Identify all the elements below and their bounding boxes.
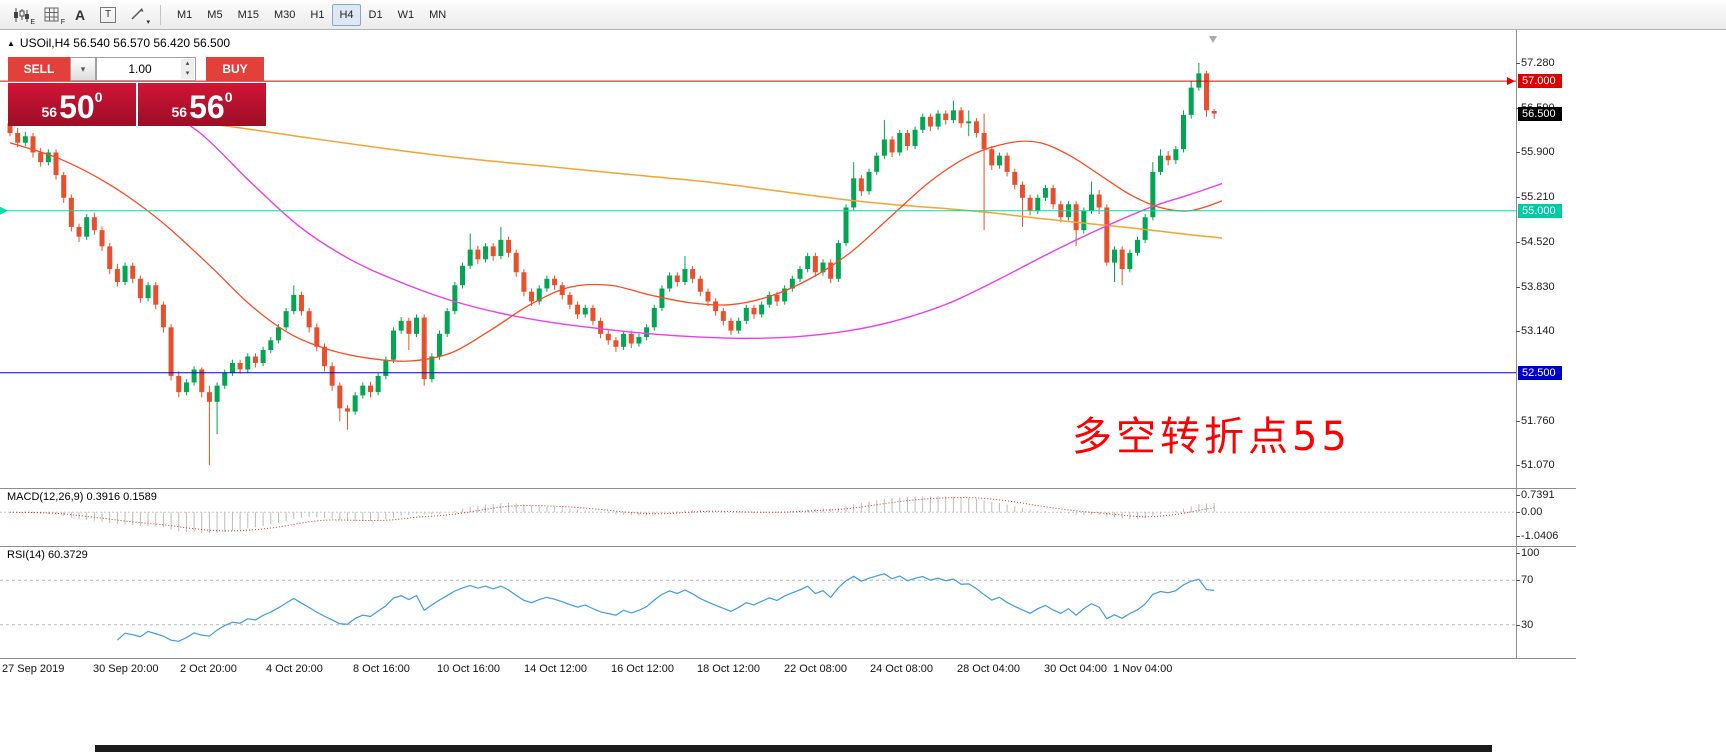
- macd-title: MACD(12,26,9): [7, 491, 84, 503]
- time-axis-label: 24 Oct 08:00: [870, 663, 933, 675]
- text-box-icon[interactable]: T: [94, 4, 122, 26]
- indicator-axis-label: 0.7391: [1521, 489, 1555, 502]
- time-axis-label: 4 Oct 20:00: [266, 663, 323, 675]
- toolbar-separator: [160, 4, 161, 25]
- volume-decrease-button[interactable]: ▾: [181, 69, 194, 79]
- time-axis-label: 27 Sep 2019: [2, 663, 65, 675]
- macd-values: 0.3916 0.1589: [86, 491, 157, 503]
- time-axis-label: 28 Oct 04:00: [957, 663, 1020, 675]
- order-row: SELL ▾ ▴ ▾ BUY: [8, 57, 266, 81]
- quote-row: 56 50 0 56 56 0: [8, 83, 266, 126]
- chart-type-icon[interactable]: E: [6, 4, 36, 26]
- rsi-value: 60.3729: [47, 549, 88, 561]
- time-axis-label: 18 Oct 12:00: [697, 663, 760, 675]
- price-axis-label: 53.830: [1521, 280, 1555, 293]
- grid-icon[interactable]: F: [38, 4, 66, 26]
- timeframe-button-m1[interactable]: M1: [177, 8, 193, 21]
- timeframe-button-w1[interactable]: W1: [397, 8, 415, 21]
- price-axis-label: 54.520: [1521, 235, 1555, 248]
- sell-price-pip: 0: [94, 89, 103, 105]
- time-axis-label: 1 Nov 04:00: [1113, 663, 1173, 675]
- buy-price-pip: 0: [224, 89, 233, 105]
- trendline-glyph: [131, 8, 144, 20]
- macd-label: MACD(12,26,9) 0.3916 0.1589: [7, 491, 157, 503]
- annotation-text: 多空转折点55: [1072, 414, 1351, 460]
- toolbar: E F A T ▾ M1 M5 M15 M30 H1 H4 D1 W1 MN: [0, 0, 1726, 30]
- indicator-axis-label: -1.0406: [1521, 530, 1559, 543]
- collapse-icon[interactable]: ▲: [7, 38, 15, 48]
- volume-input[interactable]: [97, 58, 195, 80]
- price-axis-label: 56.500: [1518, 106, 1562, 121]
- text-label-glyph: A: [74, 6, 86, 23]
- axis-border: [1516, 30, 1517, 658]
- price-axis-label: 52.500: [1518, 365, 1562, 380]
- timeframe-button-m30[interactable]: M30: [273, 8, 296, 21]
- text-label-icon[interactable]: A: [68, 4, 92, 26]
- sell-price-main: 50: [59, 89, 95, 126]
- horizontal-scrollbar[interactable]: [95, 745, 1492, 752]
- price-axis-label: 53.140: [1521, 325, 1555, 338]
- price-axis-label: 51.070: [1521, 459, 1555, 472]
- time-axis-label: 16 Oct 12:00: [611, 663, 674, 675]
- indicator-axis-label: 100: [1521, 547, 1540, 559]
- indicator-axis-label: 0.00: [1521, 506, 1543, 519]
- timeframe-button-d1[interactable]: D1: [368, 8, 383, 21]
- price-axis-label: 51.760: [1521, 414, 1555, 427]
- time-axis-label: 22 Oct 08:00: [784, 663, 847, 675]
- time-axis-label: 30 Oct 04:00: [1044, 663, 1107, 675]
- symbol-ohlc-text: USOil,H4 56.540 56.570 56.420 56.500: [19, 36, 231, 50]
- price-axis[interactable]: 57.28057.00056.59056.50055.90055.21055.0…: [1516, 0, 1726, 753]
- rsi-label: RSI(14) 60.3729: [7, 549, 88, 561]
- time-axis-label: 8 Oct 16:00: [353, 663, 410, 675]
- indicator-axis-label: 70: [1521, 574, 1534, 587]
- timeframe-button-m5[interactable]: M5: [207, 8, 223, 21]
- timeframe-button-h1[interactable]: H1: [310, 8, 325, 21]
- icon-badge: F: [60, 18, 65, 26]
- panel-separator[interactable]: [0, 546, 1576, 547]
- caret-down-icon: ▾: [146, 18, 150, 26]
- candlestick-glyph: [14, 7, 29, 22]
- sell-price-prefix: 56: [41, 104, 58, 120]
- time-axis[interactable]: 27 Sep 2019 30 Sep 20:00 2 Oct 20:00 4 Oct …: [0, 658, 1516, 680]
- time-axis-label: 10 Oct 16:00: [437, 663, 500, 675]
- icon-badge: E: [30, 18, 35, 26]
- panel-separator[interactable]: [0, 488, 1576, 489]
- timeframe-button-h4[interactable]: H4: [332, 3, 361, 26]
- time-axis-label: 2 Oct 20:00: [180, 663, 237, 675]
- time-axis-label: 14 Oct 12:00: [524, 663, 587, 675]
- price-axis-label: 55.210: [1521, 191, 1555, 204]
- volume-increase-button[interactable]: ▴: [181, 59, 194, 69]
- text-box-glyph: T: [100, 6, 116, 23]
- timeframe-toolbar: M1 M5 M15 M30 H1 H4 D1 W1 MN: [170, 3, 453, 26]
- price-axis-label: 57.280: [1521, 57, 1555, 70]
- buy-button[interactable]: BUY: [206, 57, 264, 81]
- grid-glyph: [44, 7, 59, 21]
- symbol-header: ▲ USOil,H4 56.540 56.570 56.420 56.500: [7, 36, 230, 50]
- price-axis-label: 55.900: [1521, 146, 1555, 159]
- main-chart[interactable]: [0, 30, 1516, 488]
- sell-price-tile: 56 50 0: [8, 83, 136, 126]
- buy-price-prefix: 56: [171, 104, 188, 120]
- timeframe-button-mn[interactable]: MN: [429, 8, 447, 21]
- panel-separator: [0, 658, 1576, 659]
- trade-panel: SELL ▾ ▴ ▾ BUY 56 50 0 56 56 0: [8, 57, 266, 126]
- caret-down-icon: ▾: [80, 63, 86, 74]
- price-axis-label: 55.000: [1518, 203, 1562, 218]
- rsi-panel[interactable]: [0, 547, 1516, 658]
- timeframe-button-m15[interactable]: M15: [237, 8, 259, 21]
- buy-price-tile: 56 56 0: [138, 83, 266, 126]
- time-axis-label: 30 Sep 20:00: [93, 663, 159, 675]
- volume-input-wrap: ▴ ▾: [96, 57, 196, 81]
- volume-dropdown[interactable]: ▾: [70, 57, 96, 81]
- volume-spinner: ▴ ▾: [181, 59, 194, 79]
- indicator-axis: 0.7391 0.00 -1.0406 100 70 30: [1516, 0, 1726, 753]
- indicator-axis-label: 30: [1521, 618, 1534, 631]
- draw-tools-icon[interactable]: ▾: [124, 4, 151, 26]
- macd-panel[interactable]: [0, 489, 1516, 546]
- sell-button[interactable]: SELL: [8, 57, 70, 81]
- rsi-title: RSI(14): [7, 549, 45, 561]
- price-axis-label: 57.000: [1518, 74, 1562, 89]
- buy-price-main: 56: [189, 89, 225, 126]
